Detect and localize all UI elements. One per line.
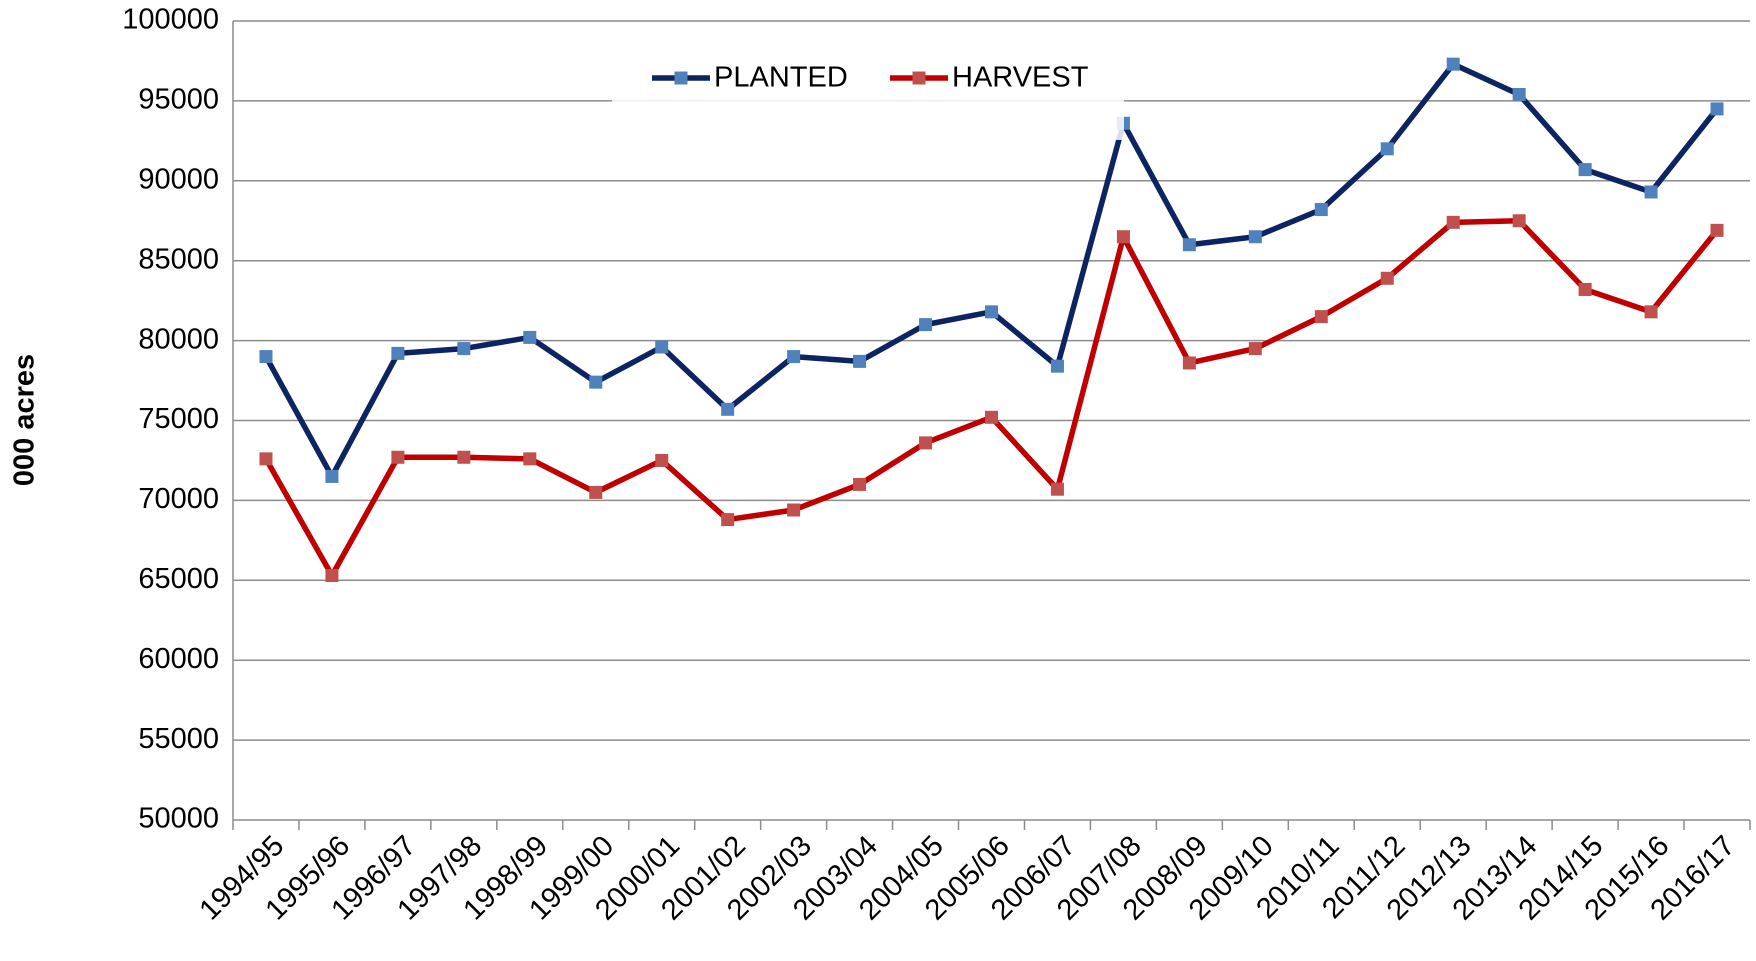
legend-marker — [674, 71, 688, 85]
marker — [1248, 230, 1262, 244]
marker — [1182, 238, 1196, 252]
marker — [259, 350, 273, 364]
y-tick-label: 75000 — [138, 403, 219, 435]
y-tick-label: 100000 — [122, 4, 219, 36]
marker — [1314, 310, 1328, 324]
marker — [655, 340, 669, 354]
y-tick-label: 55000 — [138, 723, 219, 755]
marker — [259, 452, 273, 466]
marker — [1248, 342, 1262, 356]
marker — [721, 402, 735, 416]
marker — [1380, 142, 1394, 156]
marker — [1380, 271, 1394, 285]
marker — [1512, 88, 1526, 102]
marker — [1182, 356, 1196, 370]
marker — [1116, 230, 1130, 244]
marker — [325, 469, 339, 483]
y-tick-label: 65000 — [138, 563, 219, 595]
marker — [523, 452, 537, 466]
marker — [787, 350, 801, 364]
y-tick-label: 60000 — [138, 643, 219, 675]
marker — [325, 569, 339, 583]
marker — [1446, 215, 1460, 229]
y-tick-label: 95000 — [138, 84, 219, 116]
marker — [919, 318, 933, 332]
y-tick-label: 50000 — [138, 803, 219, 835]
marker — [1644, 185, 1658, 199]
marker — [787, 503, 801, 517]
marker — [919, 436, 933, 450]
legend-marker — [912, 71, 926, 85]
marker — [1578, 282, 1592, 296]
marker — [1644, 305, 1658, 319]
marker — [457, 450, 471, 464]
y-tick-label: 90000 — [138, 163, 219, 195]
marker — [853, 477, 867, 491]
legend-label: PLANTED — [714, 62, 848, 94]
marker — [985, 305, 998, 319]
marker — [1512, 214, 1526, 228]
marker — [391, 346, 405, 360]
legend-box — [612, 36, 1124, 140]
marker — [655, 453, 669, 467]
series-line — [263, 218, 1720, 579]
marker — [1050, 359, 1064, 373]
marker — [1446, 57, 1460, 71]
marker — [457, 342, 471, 356]
legend-label: HARVEST — [952, 62, 1089, 94]
marker — [589, 375, 603, 389]
marker — [1050, 482, 1064, 496]
marker — [985, 410, 998, 424]
marker — [1710, 223, 1724, 237]
marker — [853, 354, 867, 368]
marker — [391, 450, 405, 464]
y-tick-label: 85000 — [138, 243, 219, 275]
marker — [523, 330, 537, 344]
y-tick-label: 80000 — [138, 323, 219, 355]
marker — [1710, 102, 1724, 116]
marker — [721, 513, 735, 527]
y-axis-label: 000 acres — [9, 354, 41, 486]
marker — [1314, 203, 1328, 217]
y-tick-label: 70000 — [138, 483, 219, 515]
marker — [589, 485, 603, 499]
marker — [1578, 163, 1592, 177]
